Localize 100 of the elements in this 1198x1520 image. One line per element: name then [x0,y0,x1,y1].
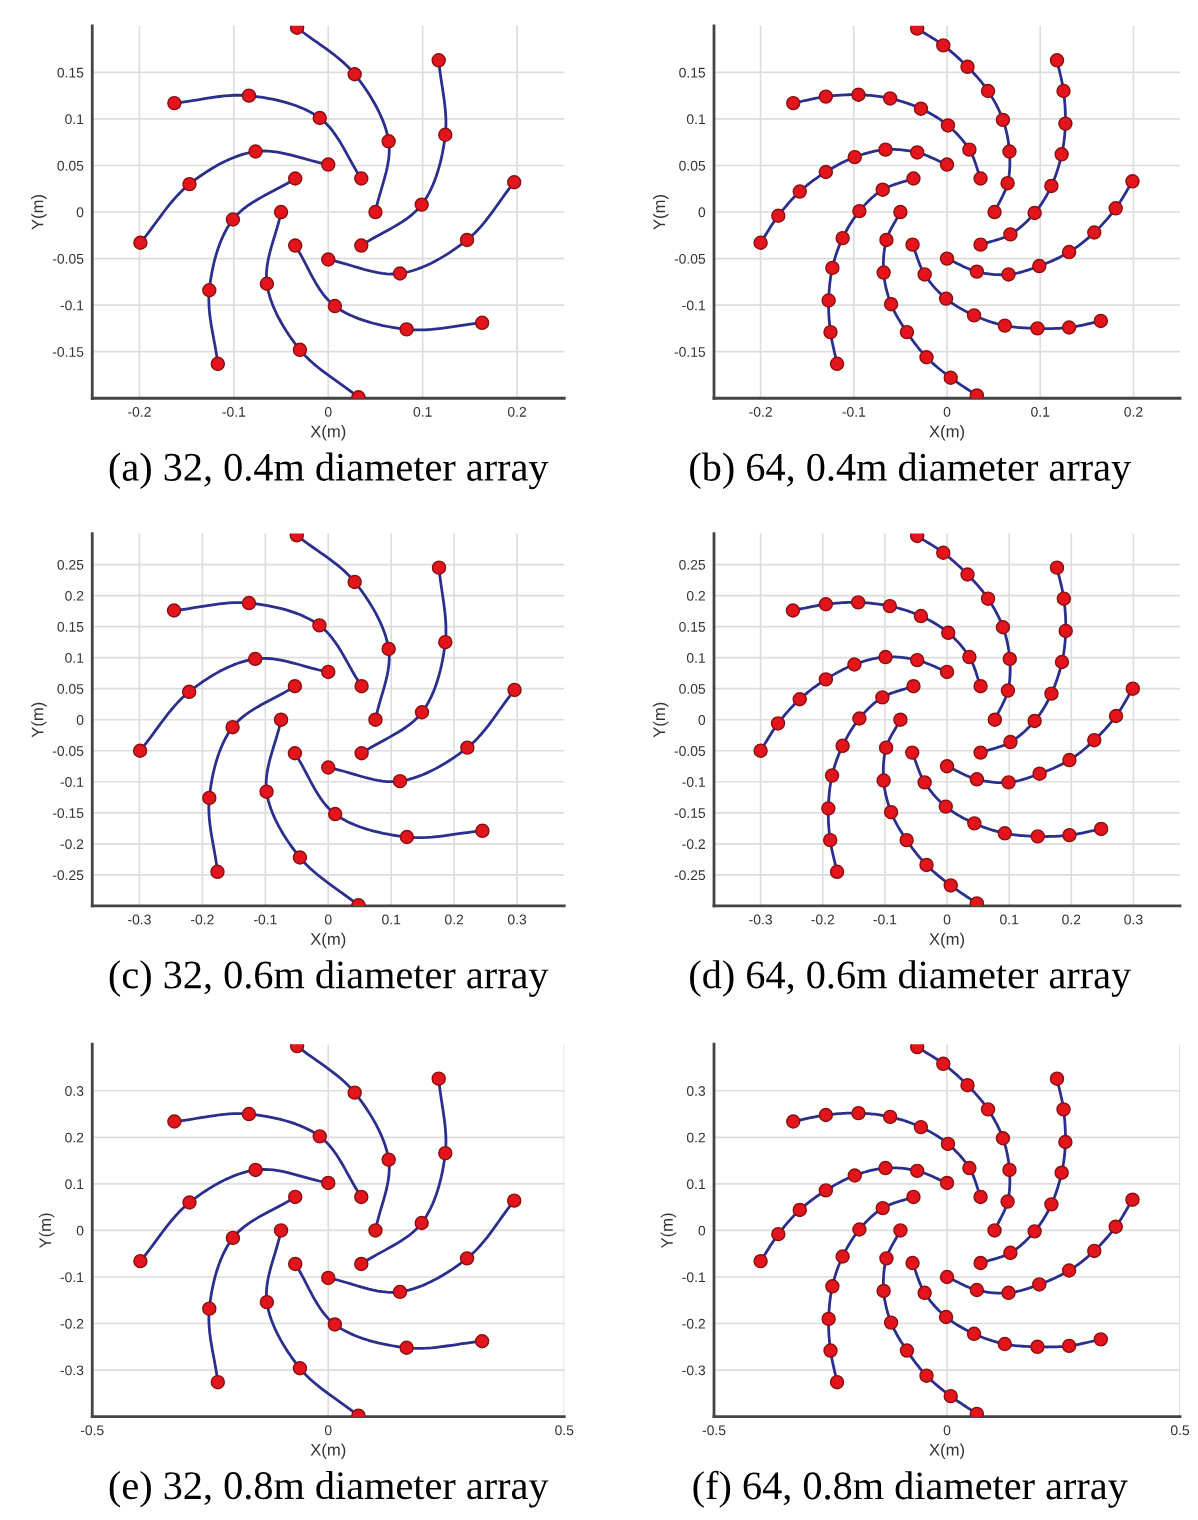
point [241,595,257,611]
point [225,212,241,227]
point [225,719,240,735]
point [368,712,383,727]
point [392,266,408,281]
point [292,1361,308,1376]
point [133,1253,148,1269]
point [354,746,369,761]
x-axis-title: X(m) [310,425,346,441]
point [312,1129,327,1144]
point [431,560,447,575]
point [392,773,408,789]
point [312,110,327,126]
point [438,1145,453,1161]
point [354,1189,369,1205]
text: (f) 64, 0.8m diameter array [693,1470,1128,1508]
y-axis-title: Y(m) [660,1213,677,1249]
point [210,1374,226,1390]
point [182,1195,197,1210]
point [438,127,453,142]
y-axis-title: Y(m) [652,702,669,738]
x-axis-title: X(m) [310,1443,346,1459]
point [287,746,303,761]
point [431,53,446,68]
point [459,1251,475,1266]
point [354,1256,369,1272]
point [288,1189,303,1205]
point [292,342,308,358]
text: (d) 64, 0.6m diameter array [690,960,1132,997]
point [392,1284,408,1300]
point [288,171,303,186]
x-axis-title: X(m) [929,1443,965,1459]
point [381,641,396,657]
point [273,1223,289,1238]
point [347,1085,362,1100]
point [202,1301,217,1316]
point [312,618,327,633]
point [259,784,274,799]
point [368,204,383,220]
y-axis-title: Y(m) [38,1213,55,1249]
point [507,682,522,698]
text: (e) 32, 0.8m diameter array [109,1470,549,1508]
point [381,134,396,149]
point [241,1106,257,1122]
point [321,157,336,172]
y-axis-title: Y(m) [652,195,669,230]
point [321,664,336,680]
point [259,276,275,291]
point [354,171,369,186]
point [414,705,430,720]
point [381,1152,396,1167]
x-axis-title: X(m) [929,932,965,949]
point [354,238,369,253]
point [210,864,225,879]
text: (c) 32, 0.6m diameter array [109,960,549,997]
point [347,574,362,590]
x-axis-title: X(m) [310,932,346,949]
y-axis-title: Y(m) [31,195,47,230]
point [347,67,362,82]
point [248,144,263,159]
point [202,790,217,806]
point [438,634,453,650]
point [327,806,343,822]
point [399,829,415,845]
point [399,322,414,337]
point [248,1162,263,1178]
x-axis-title: X(m) [929,425,965,441]
point [241,88,257,103]
point [321,1175,336,1191]
point [459,232,475,248]
text: (b) 64, 0.4m diameter array [690,452,1132,490]
point [474,315,490,331]
point [273,204,289,220]
point [202,283,217,298]
point [133,235,148,250]
point [292,850,308,865]
point [288,1256,303,1272]
point [259,1294,275,1310]
point [327,1317,343,1332]
point [288,238,303,253]
point [368,1223,383,1238]
point [475,823,490,839]
point [132,743,148,758]
point [507,175,522,190]
point [399,1340,414,1355]
point [181,684,197,699]
point [414,1215,429,1231]
point [327,298,343,314]
point [248,651,263,667]
y-axis-title: Y(m) [31,702,47,738]
point [287,678,303,694]
point [474,1334,490,1349]
point [354,678,369,694]
text: (a) 32, 0.4m diameter array [109,452,549,490]
point [431,1071,446,1086]
point [460,740,475,755]
point [321,1270,336,1286]
point [166,603,182,618]
point [167,1114,182,1129]
point [321,760,336,775]
